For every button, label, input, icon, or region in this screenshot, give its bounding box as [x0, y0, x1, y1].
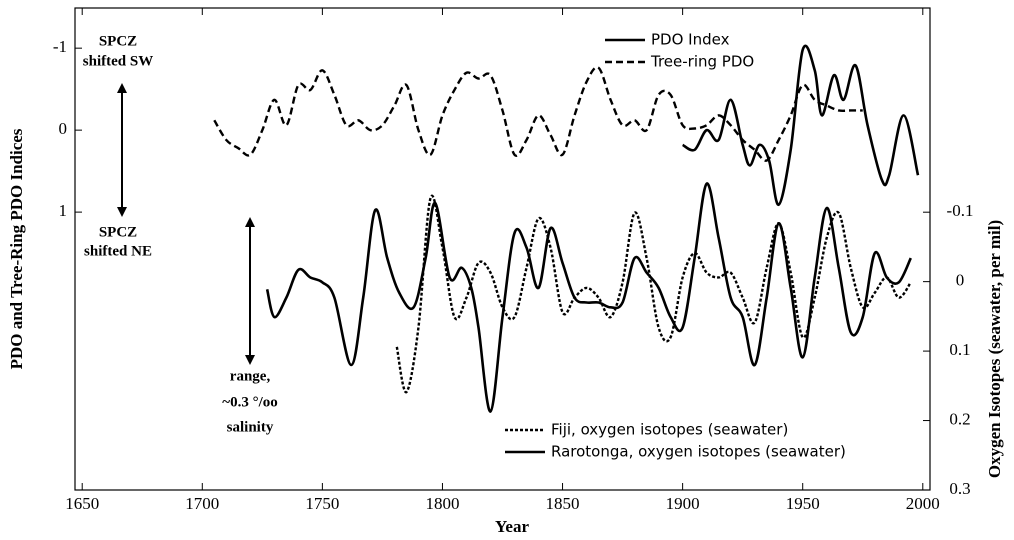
annotation: SPCZ: [99, 224, 137, 240]
x-tick-label: 1900: [666, 494, 700, 513]
x-tick-label: 1750: [305, 494, 339, 513]
y2-tick-label: 0.1: [949, 340, 970, 359]
y-axis-title: PDO and Tree-Ring PDO Indices: [7, 128, 26, 369]
y-tick-label: 1: [59, 201, 68, 220]
legend-label: Rarotonga, oxygen isotopes (seawater): [551, 443, 846, 461]
series-line: [213, 66, 863, 162]
plot-frame: [74, 7, 931, 491]
series-line: [395, 194, 912, 394]
annotation: ~0.3 °/oo: [222, 394, 277, 410]
legend-label: Fiji, oxygen isotopes (seawater): [551, 421, 788, 439]
annotation: SPCZ: [99, 33, 137, 49]
y2-tick-label: 0.3: [949, 479, 970, 498]
x-tick-label: 1800: [425, 494, 459, 513]
annotation: range,: [230, 368, 271, 384]
x-tick-label: 1850: [546, 494, 580, 513]
x-tick-label: 1950: [786, 494, 820, 513]
annotation: shifted NE: [84, 243, 152, 259]
y2-tick-label: -0.1: [947, 201, 974, 220]
series-line: [681, 44, 920, 207]
annotation: salinity: [227, 419, 274, 435]
series-line: [265, 182, 912, 413]
y2-axis-title: Oxygen Isotopes (seawater, per mil): [985, 220, 1004, 478]
legend-label: Tree-ring PDO: [650, 53, 754, 71]
y2-tick-label: 0.2: [949, 409, 970, 428]
x-tick-label: 2000: [906, 494, 940, 513]
y-tick-label: 0: [59, 119, 68, 138]
y-tick-label: -1: [53, 37, 67, 56]
y2-tick-label: 0: [956, 271, 965, 290]
x-tick-label: 1650: [65, 494, 99, 513]
annotation: shifted SW: [83, 53, 153, 69]
x-axis-title: Year: [495, 517, 529, 536]
legend-label: PDO Index: [651, 31, 730, 49]
x-tick-label: 1700: [185, 494, 219, 513]
